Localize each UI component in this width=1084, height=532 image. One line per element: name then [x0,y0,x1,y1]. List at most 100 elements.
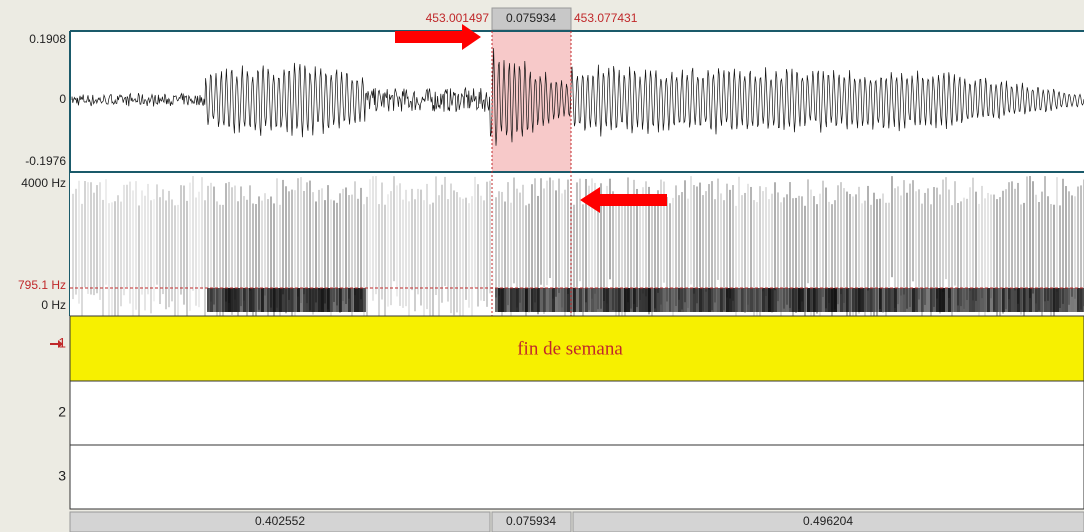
spectrogram-streak [1062,179,1064,304]
spectrogram-streak [348,195,350,299]
spectrogram-band [597,288,600,312]
spectrogram-streak [990,194,992,298]
spectrogram-band [750,288,753,312]
spectrogram-streak [201,177,203,289]
spectrogram-streak [204,200,206,324]
spectrogram-streak [807,179,809,283]
spectrogram-streak [843,188,845,303]
spectrogram-streak [141,190,143,294]
spectrogram-streak [1071,195,1073,296]
spectrogram-band [726,288,729,312]
spectrogram-streak [456,192,458,312]
spectrogram-streak [966,199,968,300]
spectrogram-band [522,288,525,312]
spectrogram-streak [228,182,230,303]
spectrogram-streak [732,185,734,301]
spectrogram-band [1011,288,1014,312]
spectrogram-streak [471,196,473,323]
spectrogram-band [678,288,681,312]
spectrogram-band [951,288,954,312]
spectrogram-streak [1053,205,1055,334]
spectrogram-band [897,288,900,312]
tier-number: 2 [58,404,66,420]
spectrogram-band [657,288,660,312]
interval-text[interactable]: fin de semana [517,338,623,359]
spectrogram-streak [318,190,320,290]
editor: 453.001497 0.075934 453.077431 0.1908 0 … [0,0,1084,532]
spectrogram-band [246,288,249,312]
spectrogram-streak [105,179,107,284]
spectrogram-band [642,288,645,312]
spectrogram-band [210,288,213,312]
spectrogram-streak [387,194,389,306]
spectrogram-streak [117,195,119,320]
spectrogram-streak [189,183,191,311]
spectrogram-streak [708,184,710,290]
spectrogram-band [537,288,540,312]
spectrogram-band [987,288,990,312]
spectrogram-band [495,288,498,312]
spectrogram-band [507,288,510,312]
spectrogram-band [708,288,711,312]
spectrogram-band [498,288,501,312]
spectrogram-streak [666,197,668,301]
spectrogram-streak [435,176,437,295]
spectrogram-streak [762,191,764,291]
spectrogram-band [288,288,291,312]
spectrogram-band [744,288,747,312]
spectrogram-streak [411,189,413,290]
spectrogram-band [879,288,882,312]
spectrogram-band [351,288,354,312]
spectrogram-band [690,288,693,312]
spectrogram-streak [726,184,728,298]
spectrogram-band [807,288,810,312]
spectrogram-streak [360,188,362,299]
spectrogram-streak [918,189,920,299]
spectrogram-streak [426,184,428,309]
tier-2[interactable] [70,381,1084,445]
spectrogram-band [777,288,780,312]
spectrogram-streak [168,191,170,307]
spectrogram-band [972,288,975,312]
spectrogram-band [219,288,222,312]
spectrogram-band [216,288,219,312]
spectrogram-band [699,288,702,312]
spectrogram-streak [264,193,266,295]
spectrogram-band [543,288,546,312]
spectrogram-streak [678,195,680,300]
spectrogram-streak [234,186,236,300]
spectrogram-band [981,288,984,312]
spectrogram-streak [534,178,536,302]
spectrogram-band [609,288,612,312]
spectrogram-streak [315,201,317,302]
spectrogram-streak [468,203,470,307]
wave-zero-label: 0 [59,92,66,106]
spectrogram-streak [1056,177,1058,292]
spectrogram-streak [1074,196,1076,299]
spectrogram-streak [378,204,380,327]
spectrogram-band [1047,288,1050,312]
spectrogram-band [309,288,312,312]
spectrogram-streak [945,177,947,279]
spectrogram-streak [84,181,86,287]
spectrogram-band [546,288,549,312]
spectrogram-streak [495,197,497,297]
spectrogram-band [618,288,621,312]
spectrogram-band [1029,288,1032,312]
spectrogram-streak [459,197,461,320]
spectrogram-band [912,288,915,312]
spectrogram-band [1068,288,1071,312]
spectrogram-streak [897,186,899,304]
spectrogram-band [603,288,606,312]
bottom-duration: 0.402552 [255,514,305,528]
tier-3[interactable] [70,445,1084,509]
spectrogram-streak [174,205,176,330]
spectrogram-band [1062,288,1065,312]
spectrogram-band [849,288,852,312]
spectrogram-band [312,288,315,312]
spectrogram-band [702,288,705,312]
spectrogram-band [990,288,993,312]
spectrogram-streak [393,176,395,281]
spectrogram-band [651,288,654,312]
spectrogram-band [207,288,210,312]
